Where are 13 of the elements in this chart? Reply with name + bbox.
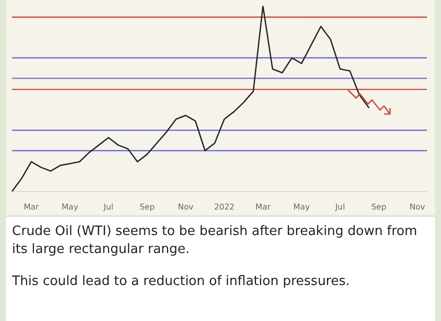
x-tick-label: 2022 <box>214 202 235 212</box>
text: This could lead to a reduction of inflation pressures. <box>12 273 351 291</box>
x-tick-label: Nov <box>410 202 426 212</box>
x-tick-label: Mar <box>255 202 272 212</box>
x-tick-label: Jul <box>334 202 345 212</box>
x-tick-label: May <box>293 202 310 212</box>
x-tick-label: Jul <box>102 202 114 212</box>
x-tick-label: Mar <box>24 202 40 212</box>
x-tick-label: Sep <box>140 202 155 212</box>
text: Crude Oil (WTI) seems to be bearish after breaking down from its large rectangular range. <box>12 223 418 259</box>
x-tick-label: Nov <box>178 202 194 212</box>
x-tick-label: Sep <box>371 202 386 212</box>
x-tick-label: May <box>62 202 78 212</box>
